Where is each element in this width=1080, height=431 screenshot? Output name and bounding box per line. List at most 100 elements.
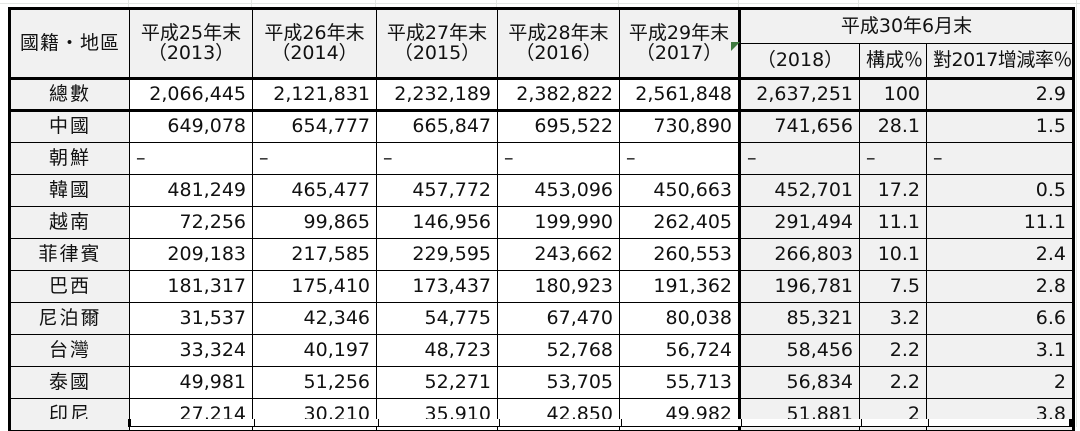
- data-cell: 1.5: [925, 110, 1076, 143]
- table-row: 尼泊爾 31,537 42,346 54,775 67,470 80,038 85,321 3…: [8, 302, 1076, 335]
- data-cell: 33,324: [129, 334, 253, 367]
- header-year-2014-gregorian: （2014）: [271, 41, 358, 64]
- data-cell: –: [859, 142, 927, 175]
- data-cell: 100: [859, 78, 927, 112]
- data-cell: 42,346: [252, 302, 377, 335]
- header-year-2016: 平成28年末 （2016）: [497, 7, 620, 80]
- data-cell: 3.2: [859, 302, 927, 335]
- row-label-cell: 泰國: [8, 366, 130, 399]
- data-cell: 229,595: [376, 238, 498, 271]
- data-cell: 0.5: [925, 174, 1076, 207]
- data-cell: 209,183: [129, 238, 253, 271]
- data-cell: 51,256: [252, 366, 377, 399]
- sheet-gridline: [0, 3, 1080, 4]
- table-row: 菲律賓 209,183 217,585 229,595 243,662 260,553 26…: [8, 238, 1076, 271]
- data-cell: 56,724: [619, 334, 741, 367]
- table-row: 巴西 181,317 175,410 173,437 180,923 191,362 196…: [8, 270, 1076, 303]
- sheet-gridline: [1076, 0, 1077, 427]
- table-row: 中國 649,078 654,777 665,847 695,522 730,890 741…: [8, 110, 1076, 143]
- data-cell: 654,777: [252, 110, 377, 143]
- header-subcol-change-vs-2017-pct: 對2017增減率％: [925, 43, 1076, 80]
- header-year-2014-era: 平成26年末: [264, 21, 365, 44]
- data-table: 國籍・地區 平成25年末 （2013） 平成26年末 （2014） 平成27年末…: [8, 7, 1076, 431]
- row-label-cell: 尼泊爾: [8, 302, 130, 335]
- data-cell: 2.8: [925, 270, 1076, 303]
- data-cell: 175,410: [252, 270, 377, 303]
- data-cell: 695,522: [497, 110, 620, 143]
- data-cell: 85,321: [739, 302, 860, 335]
- data-cell: 481,249: [129, 174, 253, 207]
- data-cell: 457,772: [376, 174, 498, 207]
- row-label-cell: 越南: [8, 206, 130, 239]
- data-cell: 67,470: [497, 302, 620, 335]
- header-year-2017-gregorian: （2017）: [635, 41, 723, 64]
- header-row-2: （2018） 構成％ 對2017增減率％: [10, 43, 1076, 80]
- data-cell: 266,803: [739, 238, 860, 271]
- clipped-row-label-cell: [11, 419, 131, 427]
- row-label-cell: 韓國: [8, 174, 130, 207]
- data-cell: 181,317: [129, 270, 253, 303]
- data-cell: 2,561,848: [619, 78, 741, 112]
- data-cell: 2.2: [859, 334, 927, 367]
- data-cell: 10.1: [859, 238, 927, 271]
- header-subcol-composition-pct: 構成％: [859, 43, 927, 80]
- data-cell: 262,405: [619, 206, 741, 239]
- data-cell: 649,078: [129, 110, 253, 143]
- header-year-2013: 平成25年末 （2013）: [129, 7, 253, 80]
- header-year-2015: 平成27年末 （2015）: [376, 7, 498, 80]
- table-body: 總數 2,066,445 2,121,831 2,232,189 2,382,822 2,…: [8, 78, 1076, 431]
- clipped-next-row: [8, 419, 1072, 427]
- data-cell: 260,553: [619, 238, 741, 271]
- data-cell: –: [129, 142, 253, 175]
- data-cell: 196,781: [739, 270, 860, 303]
- data-cell: 173,437: [376, 270, 498, 303]
- header-group-2018: 平成30年6月末: [738, 7, 1076, 44]
- data-cell: 56,834: [739, 366, 860, 399]
- data-cell: 49,981: [129, 366, 253, 399]
- data-cell: 40,197: [252, 334, 377, 367]
- table-header: 國籍・地區 平成25年末 （2013） 平成26年末 （2014） 平成27年末…: [8, 7, 1076, 80]
- header-year-2017: 平成29年末 （2017）: [619, 7, 741, 80]
- data-cell: 3.1: [925, 334, 1076, 367]
- header-row-1: 國籍・地區 平成25年末 （2013） 平成26年末 （2014） 平成27年末…: [8, 7, 1076, 80]
- header-nationality-region: 國籍・地區: [8, 7, 130, 80]
- data-cell: 453,096: [497, 174, 620, 207]
- header-year-2014: 平成26年末 （2014）: [252, 7, 377, 80]
- table-row: 越南 72,256 99,865 146,956 199,990 262,405 291,4…: [8, 206, 1076, 239]
- header-subcol-2018: （2018）: [739, 43, 860, 80]
- header-year-2017-era: 平成29年末: [628, 21, 730, 44]
- data-cell: 741,656: [739, 110, 860, 143]
- data-cell: 28.1: [859, 110, 927, 143]
- data-cell: 291,494: [739, 206, 860, 239]
- header-year-2015-gregorian: （2015）: [393, 41, 481, 64]
- data-cell: 452,701: [739, 174, 860, 207]
- foreign-residents-table: 國籍・地區 平成25年末 （2013） 平成26年末 （2014） 平成27年末…: [8, 7, 1076, 431]
- data-cell: –: [376, 142, 498, 175]
- data-cell: –: [739, 142, 860, 175]
- data-cell: 52,768: [497, 334, 620, 367]
- data-cell: 99,865: [252, 206, 377, 239]
- data-cell: 243,662: [497, 238, 620, 271]
- table-row: 總數 2,066,445 2,121,831 2,232,189 2,382,822 2,…: [8, 78, 1076, 112]
- data-cell: 146,956: [376, 206, 498, 239]
- data-cell: –: [925, 142, 1076, 175]
- data-cell: 72,256: [129, 206, 253, 239]
- data-cell: 11.1: [925, 206, 1076, 239]
- data-cell: –: [497, 142, 620, 175]
- data-cell: 465,477: [252, 174, 377, 207]
- table-row: 泰國 49,981 51,256 52,271 53,705 55,713 56,834 2.…: [8, 366, 1076, 399]
- header-year-2016-era: 平成28年末: [508, 21, 609, 44]
- header-year-2015-era: 平成27年末: [386, 21, 488, 44]
- row-label-cell: 總數: [8, 78, 130, 112]
- data-cell: 53,705: [497, 366, 620, 399]
- data-cell: 2.2: [859, 366, 927, 399]
- data-cell: 11.1: [859, 206, 927, 239]
- data-cell: 2,066,445: [129, 78, 253, 112]
- data-cell: 665,847: [376, 110, 498, 143]
- data-cell: 7.5: [859, 270, 927, 303]
- data-cell: 217,585: [252, 238, 377, 271]
- data-cell: 58,456: [739, 334, 860, 367]
- data-cell: 180,923: [497, 270, 620, 303]
- data-cell: 2,382,822: [497, 78, 620, 112]
